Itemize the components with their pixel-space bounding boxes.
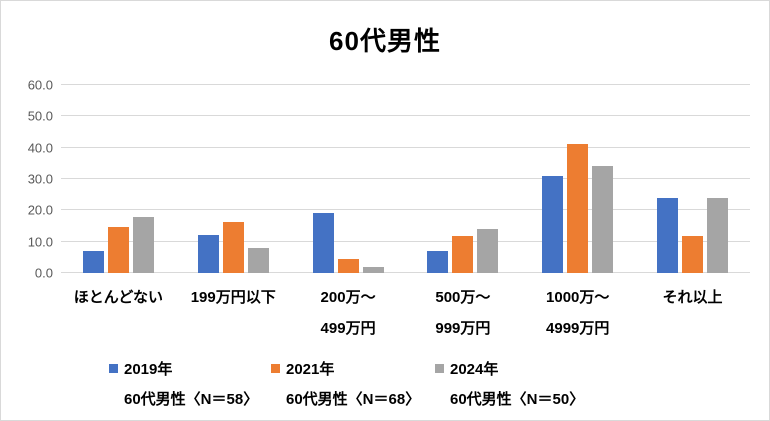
x-axis-category-label: ほとんどない <box>73 289 164 306</box>
bar <box>427 251 449 273</box>
bar <box>107 226 129 273</box>
gridline <box>61 115 750 117</box>
bar <box>132 216 154 273</box>
bars-layer <box>61 85 750 273</box>
bar <box>452 236 474 273</box>
gridline <box>61 84 750 85</box>
x-axis-category-label: 200万〜 499万円 <box>320 289 376 337</box>
legend-item: 2021年 60代男性〈N＝68〉 <box>271 358 420 409</box>
y-axis-tick-label: 10.0 <box>27 234 53 250</box>
chart-title: 60代男性 <box>329 26 441 56</box>
gridline <box>61 146 750 148</box>
x-axis-category-label: 199万円以下 <box>190 289 276 306</box>
legend-series-name: 2024年 <box>450 361 499 378</box>
y-axis-tick-label: 40.0 <box>27 140 53 156</box>
x-axis-category-label: それ以上 <box>662 289 723 306</box>
legend-item: 2024年 60代男性〈N＝50〉 <box>435 358 584 409</box>
bar <box>567 143 589 273</box>
bar-group <box>61 85 176 273</box>
bar <box>247 247 269 273</box>
plot-area <box>61 84 750 273</box>
gridline <box>61 178 750 179</box>
bar-group <box>635 85 750 273</box>
bar <box>657 197 679 273</box>
legend-series-subtitle: 60代男性〈N＝68〉 <box>286 391 421 408</box>
gridline <box>61 272 750 273</box>
bar <box>312 213 334 273</box>
bar <box>222 222 244 273</box>
bar-group <box>520 85 635 273</box>
bar-group <box>176 85 291 273</box>
legend: 2019年 60代男性〈N＝58〉 2021年 60代男性〈N＝68〉 2024年 60代… <box>1 358 769 414</box>
y-axis-tick-label: 50.0 <box>27 108 53 124</box>
bar <box>707 197 729 273</box>
bar <box>362 266 384 273</box>
bar <box>82 251 104 273</box>
legend-series-name: 2021年 <box>286 361 335 378</box>
legend-swatch <box>109 364 118 373</box>
bar <box>477 229 499 273</box>
bar <box>592 166 614 273</box>
y-axis-tick-label: 0.0 <box>34 265 53 281</box>
bar-group <box>291 85 406 273</box>
x-axis-category-label: 500万〜 999万円 <box>435 289 491 337</box>
legend-swatch <box>271 364 280 373</box>
gridline <box>61 240 750 242</box>
y-axis-tick-label: 30.0 <box>27 171 53 187</box>
y-axis-tick-label: 20.0 <box>27 202 53 218</box>
legend-series-subtitle: 60代男性〈N＝50〉 <box>450 391 585 408</box>
legend-item: 2019年 60代男性〈N＝58〉 <box>109 358 258 409</box>
y-axis: 0.0 10.0 20.0 30.0 40.0 50.0 60.0 <box>1 78 53 281</box>
bar <box>197 235 219 273</box>
x-axis: ほとんどない 199万円以下 200万〜 499万円 500万〜 999万円 1000万〜 4… <box>61 282 750 344</box>
gridline <box>61 209 750 211</box>
bar <box>682 236 704 273</box>
legend-series-name: 2019年 <box>124 361 173 378</box>
x-axis-category-label: 1000万〜 4999万円 <box>546 289 610 337</box>
y-axis-tick-label: 60.0 <box>27 77 53 93</box>
bar-group <box>405 85 520 273</box>
bar <box>542 175 564 273</box>
legend-series-subtitle: 60代男性〈N＝58〉 <box>124 391 259 408</box>
bar <box>337 259 359 273</box>
legend-swatch <box>435 364 444 373</box>
